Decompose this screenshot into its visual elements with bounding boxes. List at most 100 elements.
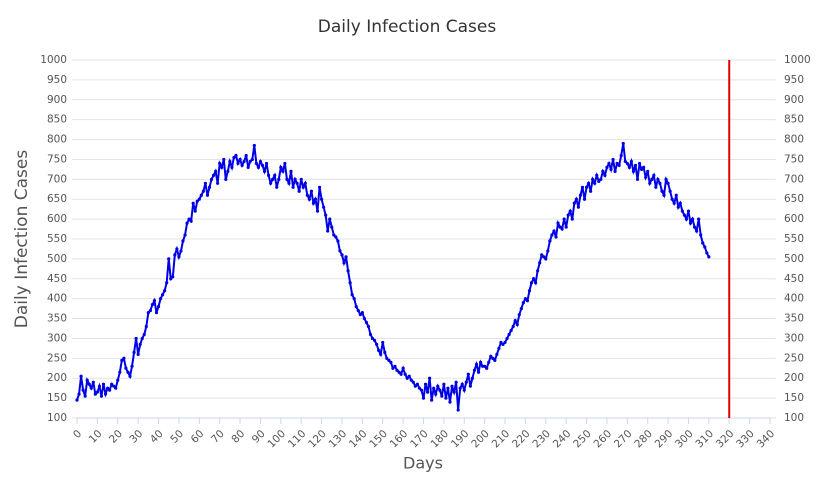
data-point <box>436 384 440 388</box>
x-tick-label: 0 <box>71 428 84 441</box>
data-point <box>377 348 381 352</box>
y2-tick-label: 350 <box>784 313 804 325</box>
data-point <box>163 289 167 293</box>
y-tick-label: 450 <box>47 273 67 285</box>
data-point <box>654 185 658 189</box>
data-point <box>625 161 629 166</box>
data-point <box>507 332 511 337</box>
data-point <box>578 193 583 197</box>
data-point <box>607 161 611 166</box>
data-point <box>364 320 369 325</box>
data-point <box>660 189 664 193</box>
data-point <box>144 324 148 329</box>
data-point <box>114 386 118 390</box>
data-point <box>646 169 650 173</box>
data-point <box>118 370 122 374</box>
data-point <box>493 358 497 362</box>
data-point <box>269 181 273 185</box>
data-point <box>358 312 362 317</box>
data-point <box>222 157 226 162</box>
data-point <box>375 342 379 347</box>
x-tick-label: 120 <box>306 428 329 451</box>
data-point <box>454 380 458 384</box>
y2-tick-label: 250 <box>784 352 804 364</box>
data-point <box>356 309 360 313</box>
data-point <box>283 161 287 166</box>
y-tick-label: 250 <box>47 352 67 364</box>
data-point <box>240 163 244 168</box>
data-point <box>499 340 503 345</box>
data-point <box>97 384 102 388</box>
data-point <box>617 163 621 168</box>
data-point <box>165 281 169 285</box>
data-point <box>650 177 654 181</box>
data-point <box>150 303 155 307</box>
data-point <box>432 386 436 390</box>
data-point <box>322 205 326 209</box>
y-tick-label: 150 <box>47 392 67 404</box>
data-point <box>448 400 452 404</box>
data-point <box>605 165 609 169</box>
data-point <box>81 388 85 392</box>
data-point <box>487 360 491 364</box>
data-point <box>662 193 666 197</box>
data-point <box>83 394 87 398</box>
y-tick-label: 700 <box>47 173 67 185</box>
data-point <box>336 239 340 243</box>
data-point <box>621 141 625 146</box>
data-point <box>379 352 383 356</box>
data-point <box>128 374 132 378</box>
data-point <box>582 197 587 201</box>
x-tick-label: 220 <box>510 428 533 451</box>
data-point <box>405 376 409 380</box>
x-tick-label: 140 <box>347 428 370 451</box>
data-point <box>483 364 487 368</box>
data-point <box>701 241 705 245</box>
data-point <box>242 159 246 164</box>
data-point <box>680 209 684 213</box>
data-point <box>340 253 344 257</box>
data-point <box>452 390 456 394</box>
data-point <box>591 177 595 181</box>
data-point <box>658 181 662 185</box>
x-tick-label: 340 <box>755 428 778 451</box>
data-point <box>89 386 93 390</box>
data-point <box>503 340 507 345</box>
data-point <box>266 173 271 177</box>
data-point <box>597 179 601 183</box>
data-point <box>684 217 689 221</box>
data-point <box>568 209 572 213</box>
data-point <box>460 382 464 386</box>
data-point <box>154 310 159 315</box>
data-point <box>601 169 605 173</box>
data-point <box>116 378 120 382</box>
data-point <box>293 177 297 181</box>
data-point <box>644 175 648 179</box>
data-point <box>466 372 470 376</box>
y-tick-label: 550 <box>47 233 67 245</box>
data-point <box>519 307 523 311</box>
data-point <box>279 165 283 169</box>
x-tick-label: 300 <box>673 428 696 451</box>
data-point <box>372 338 377 343</box>
data-point <box>389 360 393 364</box>
data-point <box>613 169 617 173</box>
data-point <box>368 332 373 337</box>
data-point <box>415 382 419 386</box>
data-point <box>509 328 513 333</box>
data-point <box>236 161 240 166</box>
data-point <box>511 324 515 329</box>
data-point <box>542 255 546 259</box>
data-point <box>205 193 210 197</box>
data-point <box>214 169 218 173</box>
y-tick-label: 800 <box>47 134 67 146</box>
data-point <box>383 350 387 354</box>
data-point <box>672 201 676 205</box>
data-point <box>474 362 479 366</box>
data-point <box>218 161 222 166</box>
y2-tick-label: 400 <box>784 293 804 305</box>
data-point <box>130 364 134 368</box>
data-point <box>75 398 79 402</box>
data-point <box>538 261 542 265</box>
data-point <box>301 185 305 189</box>
